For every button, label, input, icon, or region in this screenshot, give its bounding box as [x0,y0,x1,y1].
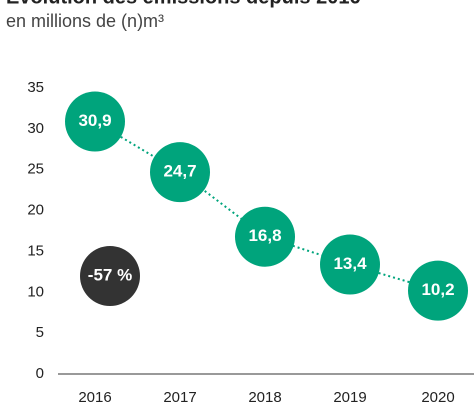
marker [150,142,210,203]
value-label: 10,2 [421,280,454,299]
value-label: 24,7 [163,162,196,181]
value-label: 13,4 [333,254,367,273]
x-tick-label: 2018 [248,389,281,406]
annotation: -57 % [88,265,132,284]
annotation-circle [80,246,140,306]
marker [65,91,125,152]
chart-subtitle: en millions de (n)m³ [6,11,164,31]
y-tick-label: 25 [27,161,44,178]
marker [235,206,295,267]
marker [320,234,380,295]
y-tick-label: 30 [27,120,44,137]
x-tick-label: 2016 [78,389,111,406]
y-tick-label: 20 [27,202,44,219]
y-tick-label: 10 [27,283,44,300]
x-tick-label: 2019 [333,389,366,406]
x-tick-label: 2017 [163,389,196,406]
y-tick-label: 15 [27,242,44,259]
chart-title: Evolution des émissions depuis 2016 [6,0,361,8]
y-tick-label: 0 [36,365,44,382]
y-tick-label: 5 [36,324,44,341]
marker [408,260,468,321]
y-tick-label: 35 [27,79,44,96]
value-label: 30,9 [78,111,111,130]
value-label: 16,8 [248,226,281,245]
x-tick-label: 2020 [421,389,454,406]
